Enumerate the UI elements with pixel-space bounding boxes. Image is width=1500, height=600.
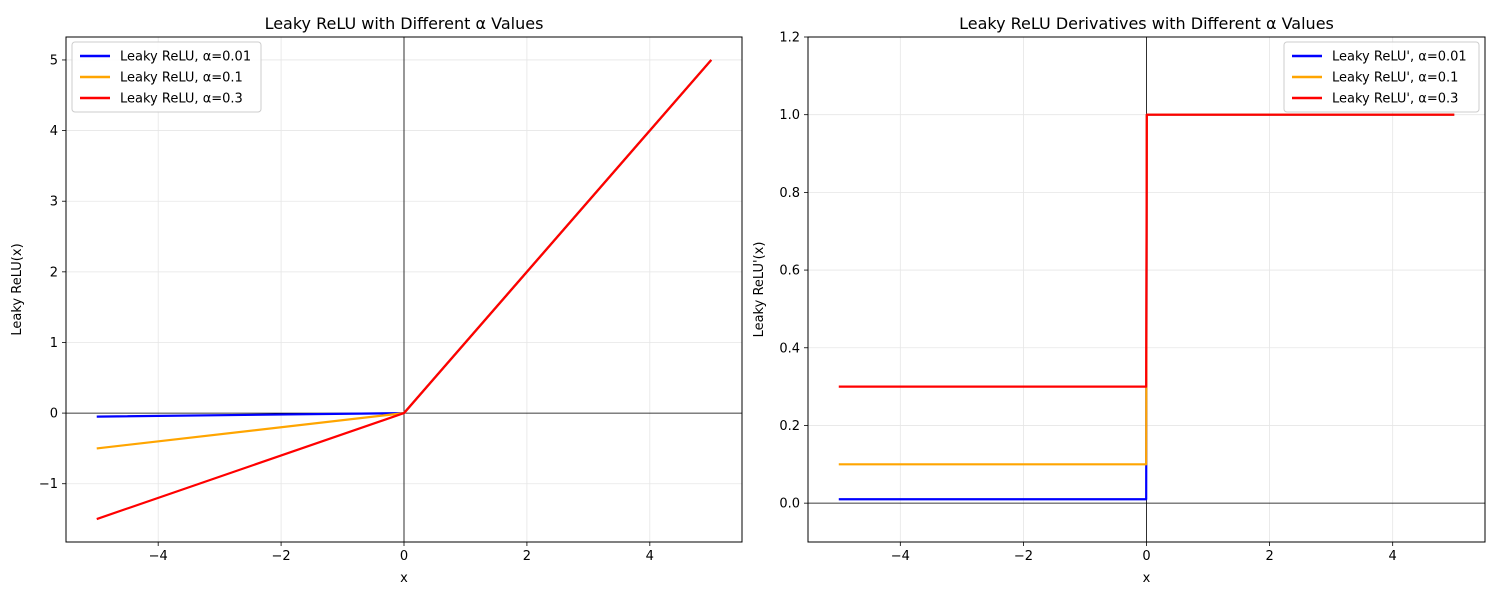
legend: Leaky ReLU', α=0.01 Leaky ReLU', α=0.1 Lea…: [1283, 41, 1480, 113]
x-tick-label: 2: [1265, 549, 1273, 564]
y-axis-label: Leaky ReLU'(x): [752, 242, 767, 338]
legend: Leaky ReLU, α=0.01 Leaky ReLU, α=0.1 Leaky…: [71, 41, 262, 113]
y-tick-label: 2: [50, 265, 58, 280]
legend-box: [71, 41, 262, 113]
y-axis-label: Leaky ReLU(x): [10, 243, 25, 335]
x-tick-label: −2: [272, 549, 291, 564]
x-tick-label: 4: [1389, 549, 1397, 564]
x-tick-label: 0: [400, 549, 408, 564]
y-tick-label: 5: [50, 53, 58, 68]
y-tick-label: 0.0: [779, 497, 800, 512]
x-tick-label: 4: [646, 549, 654, 564]
legend-label-1: Leaky ReLU, α=0.1: [120, 71, 243, 86]
y-tick-label: 1.2: [779, 31, 800, 46]
y-tick-label: 0.6: [779, 264, 800, 279]
right-chart-panel: −4 −2 0 2 4 0.0 0.2 0.4 0.6 0.8 1.0 1.2 Leaky ReLU D…: [752, 14, 1486, 586]
x-tick-label: −4: [891, 549, 910, 564]
series-line-2: [838, 113, 1455, 388]
y-tick-label: 0.8: [779, 186, 800, 201]
y-tick-label: 3: [50, 195, 58, 210]
legend-label-2: Leaky ReLU', α=0.3: [1332, 92, 1458, 107]
y-tick-label: 0.4: [779, 341, 800, 356]
y-tick-label: −1: [39, 477, 58, 492]
legend-label-1: Leaky ReLU', α=0.1: [1332, 71, 1458, 86]
x-axis-label: x: [400, 571, 408, 586]
legend-box: [1283, 41, 1480, 113]
x-tick-label: 2: [523, 549, 531, 564]
y-tick-label: 1: [50, 336, 58, 351]
x-tick-label: −2: [1014, 549, 1033, 564]
y-tick-label: 4: [50, 124, 58, 139]
x-tick-label: 0: [1142, 549, 1150, 564]
left-chart-panel: −4 −2 0 2 4 −1 0 1 2 3 4 5 Leaky ReLU with Different…: [10, 14, 743, 586]
chart-title: Leaky ReLU Derivatives with Different α …: [959, 14, 1334, 33]
y-tick-label: 1.0: [779, 108, 800, 123]
chart-title: Leaky ReLU with Different α Values: [265, 14, 544, 33]
x-axis-label: x: [1143, 571, 1151, 586]
y-tick-label: 0.2: [779, 419, 800, 434]
series-line-2: [96, 59, 713, 521]
x-tick-label: −4: [149, 549, 168, 564]
legend-label-2: Leaky ReLU, α=0.3: [120, 92, 243, 107]
legend-label-0: Leaky ReLU', α=0.01: [1332, 50, 1467, 65]
legend-label-0: Leaky ReLU, α=0.01: [120, 50, 251, 65]
y-tick-label: 0: [50, 407, 58, 422]
